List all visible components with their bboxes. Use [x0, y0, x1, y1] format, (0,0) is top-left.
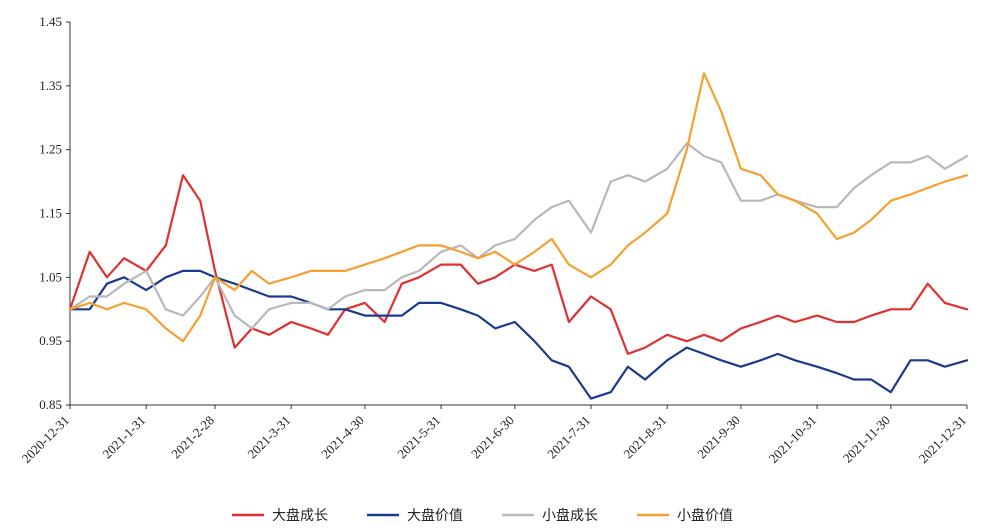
series-line-小盘价值	[68, 72, 969, 343]
x-tick-label: 2020-12-31	[19, 413, 73, 467]
x-axis: 2020-12-31 2021-1-31 2021-2-28 2021-3-31 202…	[19, 404, 970, 467]
x-tick-label: 2021-10-31	[766, 413, 820, 467]
legend-label: 大盘成长	[272, 507, 328, 524]
series-line-小盘成长	[68, 142, 969, 330]
x-tick-label: 2021-5-31	[394, 413, 443, 462]
legend: 大盘成长 大盘价值 小盘成长 小盘价值	[232, 507, 733, 524]
y-axis: 1.45 1.35 1.25 1.15 1.05 0.95 0.85	[39, 14, 71, 412]
y-tick-label: 1.25	[39, 142, 62, 157]
x-tick-label: 2021-6-30	[468, 413, 517, 462]
x-tick-label: 2021-3-31	[244, 413, 293, 462]
y-tick-label: 1.45	[39, 14, 62, 29]
legend-label: 大盘价值	[407, 507, 463, 524]
legend-label: 小盘成长	[542, 507, 598, 524]
y-tick-label: 0.85	[39, 397, 62, 412]
y-tick-label: 1.15	[39, 206, 62, 221]
x-tick-label: 2021-7-31	[544, 413, 593, 462]
y-tick-label: 0.95	[39, 333, 62, 348]
x-tick-label: 2021-1-31	[99, 413, 148, 462]
x-tick-label: 2021-2-28	[168, 413, 217, 462]
legend-label: 小盘价值	[677, 507, 733, 524]
x-tick-label: 2021-12-31	[916, 413, 970, 467]
x-tick-label: 2021-4-30	[318, 413, 367, 462]
x-tick-label: 2021-9-30	[694, 413, 743, 462]
series-lines	[68, 72, 969, 400]
x-tick-label: 2021-11-30	[840, 413, 893, 466]
x-tick-label: 2021-8-31	[620, 413, 669, 462]
y-tick-label: 1.05	[39, 269, 62, 284]
y-tick-label: 1.35	[39, 78, 62, 93]
